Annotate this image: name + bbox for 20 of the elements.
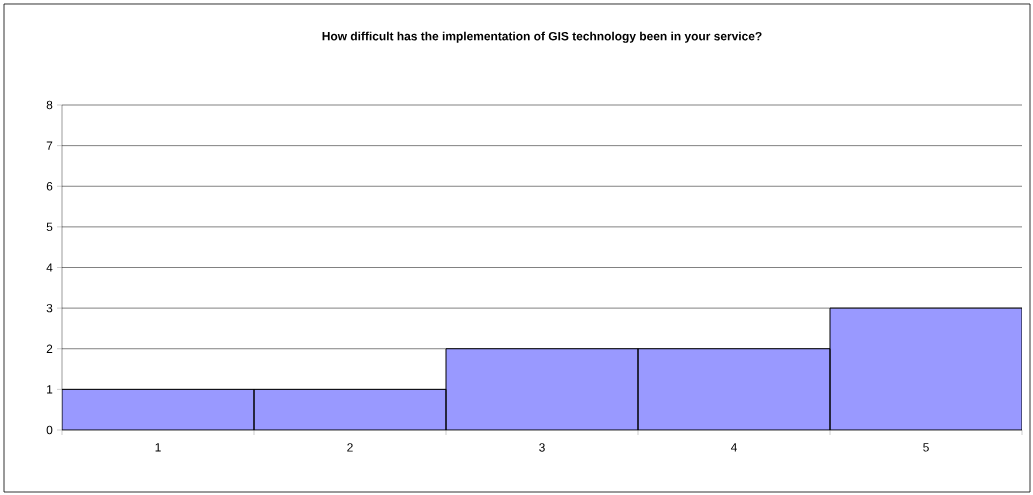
bar xyxy=(446,348,638,430)
chart-title: How difficult has the implementation of GIS technology been in your service? xyxy=(322,31,762,43)
y-tick-label: 7 xyxy=(46,141,53,150)
y-tick-label: 3 xyxy=(46,303,53,313)
x-tick-label: 1 xyxy=(155,443,161,452)
bar xyxy=(254,389,446,430)
x-tick-label: 3 xyxy=(539,443,545,452)
y-tick-label: 8 xyxy=(46,100,53,110)
bar xyxy=(62,389,254,430)
bar xyxy=(638,348,830,430)
y-tick-label: 0 xyxy=(46,425,53,435)
y-tick-label: 1 xyxy=(47,385,53,394)
y-tick-label: 5 xyxy=(46,222,53,232)
x-tick-label: 5 xyxy=(923,443,929,452)
x-tick-label: 4 xyxy=(730,443,737,452)
x-tick-label: 2 xyxy=(347,443,353,452)
y-tick-label: 6 xyxy=(46,182,53,191)
y-tick-label: 2 xyxy=(46,344,53,353)
bar xyxy=(829,307,1023,430)
y-tick-label: 4 xyxy=(46,263,53,272)
